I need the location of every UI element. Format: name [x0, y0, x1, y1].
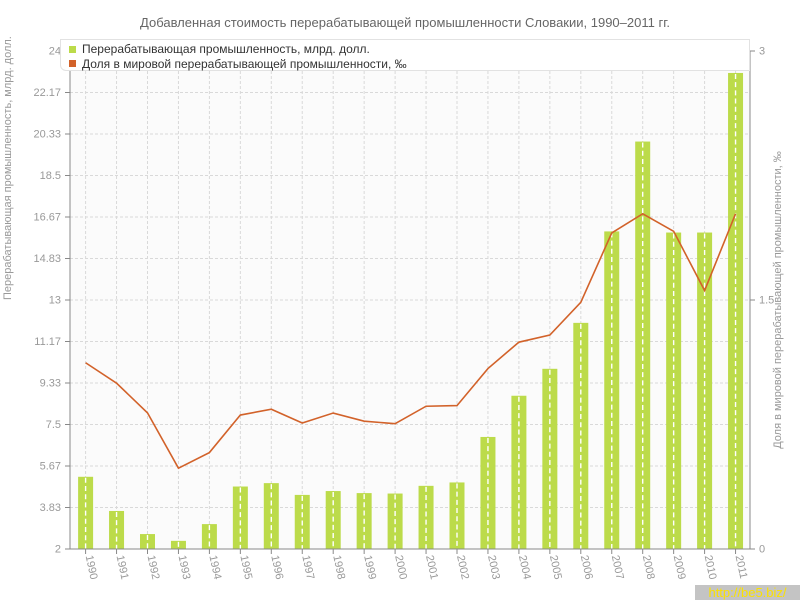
svg-text:14.83: 14.83 — [33, 253, 61, 265]
svg-text:3.83: 3.83 — [40, 502, 61, 514]
svg-text:22.17: 22.17 — [33, 87, 61, 99]
svg-text:3: 3 — [759, 46, 765, 58]
svg-text:2008: 2008 — [640, 554, 657, 580]
svg-text:1998: 1998 — [330, 554, 347, 580]
svg-text:1995: 1995 — [237, 554, 254, 580]
svg-text:1992: 1992 — [145, 554, 162, 580]
svg-text:1990: 1990 — [83, 554, 100, 580]
svg-text:2011: 2011 — [733, 554, 750, 580]
svg-text:1.5: 1.5 — [759, 295, 774, 307]
svg-text:5.67: 5.67 — [40, 461, 61, 473]
svg-text:11.17: 11.17 — [34, 336, 61, 348]
svg-text:2001: 2001 — [423, 554, 440, 580]
svg-text:2009: 2009 — [671, 554, 688, 580]
svg-text:1997: 1997 — [299, 554, 316, 580]
svg-text:1993: 1993 — [176, 554, 193, 580]
svg-text:9.33: 9.33 — [40, 378, 61, 390]
svg-text:16.67: 16.67 — [33, 212, 61, 224]
svg-text:1994: 1994 — [206, 554, 223, 580]
svg-text:18.5: 18.5 — [40, 170, 61, 182]
svg-text:2000: 2000 — [392, 554, 409, 580]
svg-text:1999: 1999 — [361, 554, 378, 580]
svg-text:13: 13 — [49, 295, 61, 307]
svg-text:20.33: 20.33 — [33, 129, 61, 141]
svg-text:2007: 2007 — [609, 554, 626, 580]
svg-text:2003: 2003 — [485, 554, 502, 580]
svg-text:7.5: 7.5 — [46, 419, 61, 431]
svg-text:2002: 2002 — [454, 554, 471, 580]
svg-text:2005: 2005 — [547, 554, 564, 580]
svg-text:2010: 2010 — [702, 554, 719, 580]
svg-text:2004: 2004 — [516, 554, 533, 580]
svg-text:0: 0 — [759, 544, 765, 556]
svg-text:1996: 1996 — [268, 554, 285, 580]
svg-text:2: 2 — [55, 544, 61, 556]
svg-text:1991: 1991 — [114, 554, 131, 580]
svg-text:2006: 2006 — [578, 554, 595, 580]
